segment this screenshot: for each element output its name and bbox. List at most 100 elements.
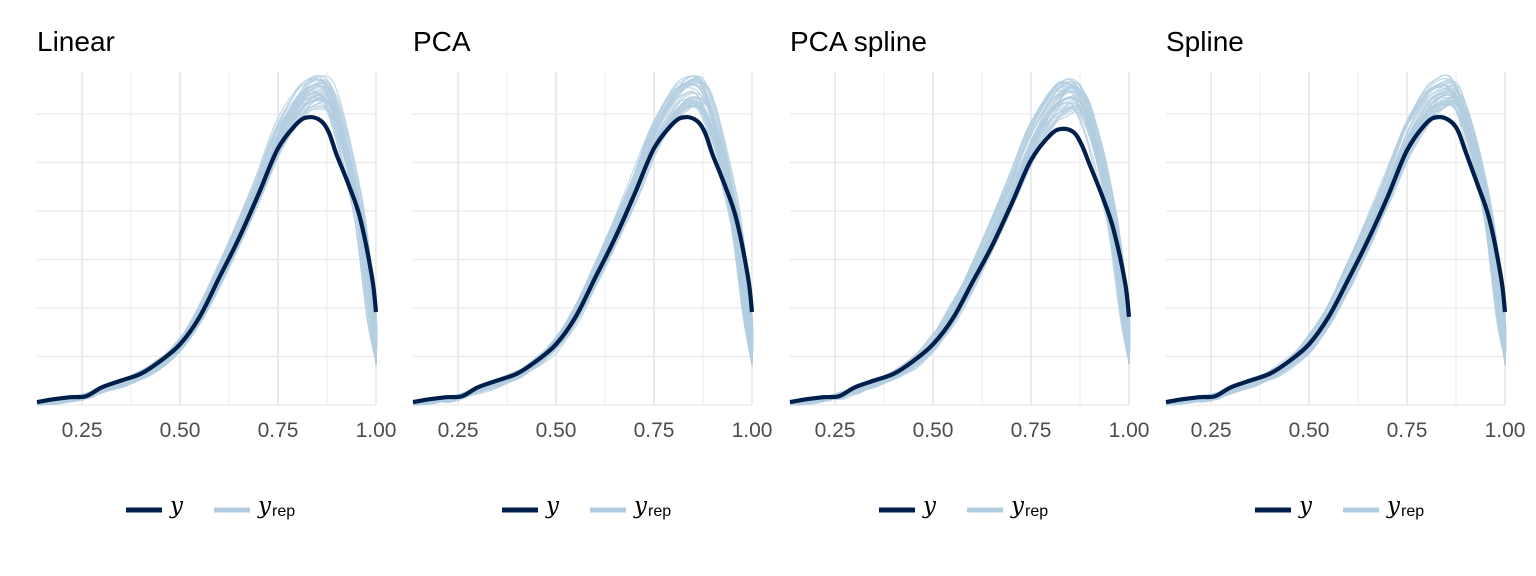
yrep-line [1165,100,1506,405]
yrep-line [412,101,753,405]
yrep-line [36,88,377,403]
yrep-line [412,100,753,406]
yrep-line [1165,101,1506,404]
yrep-line [1165,89,1506,406]
legend: y y rep [879,493,1048,520]
yrep-line [412,106,753,405]
yrep-line [412,103,753,406]
yrep-line [789,82,1131,405]
yrep-line [789,82,1130,401]
yrep-line [789,87,1131,403]
panel-title: Spline [1166,26,1244,57]
yrep-line [789,82,1130,402]
yrep-line [1165,88,1507,402]
legend-label-yrep: y [1010,493,1025,519]
yrep-line [1165,97,1506,406]
yrep-line [1165,93,1507,405]
yrep-line [412,101,754,404]
yrep-line [789,78,1130,405]
yrep-line [412,100,753,406]
legend-label-yrep-subscript: rep [648,503,671,520]
x-tick-label: 0.75 [634,419,675,442]
x-tick-label: 0.25 [815,419,856,442]
yrep-line [1165,103,1506,403]
yrep-line [1165,101,1507,404]
legend-label-yrep: y [1386,493,1401,519]
yrep-line [36,99,377,405]
yrep-line [36,99,378,406]
yrep-line [789,107,1131,406]
yrep-line [36,82,378,404]
yrep-line [1165,101,1506,404]
yrep-line [412,96,753,406]
yrep-line [36,105,377,404]
y-line [36,114,379,405]
x-tick-label: 0.25 [62,419,103,442]
yrep-line [412,104,753,404]
yrep-line [1165,84,1506,402]
yrep-line [789,104,1131,405]
x-tick-label: 0.50 [913,419,954,442]
yrep-line [789,104,1131,403]
legend-label-y: y [1298,493,1313,519]
legend-label-yrep: y [257,493,272,519]
yrep-line [1165,99,1507,406]
panel-title: PCA spline [790,26,927,57]
yrep-line [789,81,1130,403]
yrep-line [36,97,378,406]
yrep-line [36,87,377,403]
yrep-line [789,107,1130,403]
yrep-line [36,92,377,406]
yrep-line [36,96,377,405]
x-tick-label: 0.25 [438,419,479,442]
legend-label-y: y [922,493,937,519]
yrep-line [412,104,753,404]
yrep-line [412,104,753,405]
legend-label-yrep: y [633,493,648,519]
yrep-line [1165,85,1507,404]
yrep-line [1165,91,1506,403]
yrep-line [1165,91,1506,402]
yrep-line [36,100,377,406]
yrep-line [412,101,754,406]
yrep-line [412,102,753,406]
yrep-line [789,106,1130,406]
yrep-line [36,91,377,405]
yrep-line [789,102,1130,405]
yrep-line [36,93,377,406]
yrep-line [789,101,1130,404]
legend-label-yrep-subscript: rep [272,503,295,520]
x-tick-label: 0.50 [1289,419,1330,442]
yrep-line [1165,96,1506,406]
yrep-line [789,83,1130,403]
yrep-line [1165,91,1506,406]
x-tick-label: 1.00 [356,419,397,442]
yrep-line [36,96,377,404]
yrep-line [1165,96,1507,402]
panel-title: PCA [413,26,471,57]
yrep-line [36,90,377,406]
yrep-line [789,85,1130,402]
yrep-line [412,90,753,406]
yrep-line [789,90,1131,405]
yrep-line [789,105,1130,405]
yrep-line [1165,100,1507,405]
legend-label-yrep-subscript: rep [1401,503,1424,520]
yrep-line [1165,103,1506,405]
yrep-line [36,97,377,405]
yrep-line [36,106,377,406]
yrep-line [1165,102,1507,404]
x-tick-label: 0.75 [1011,419,1052,442]
yrep-line [1165,93,1506,406]
yrep-line [412,99,753,404]
x-tick-label: 1.00 [732,419,773,442]
yrep-line [789,111,1130,404]
yrep-line [789,96,1130,404]
yrep-line [1165,81,1506,404]
yrep-line [412,82,753,404]
yrep-line [412,101,753,404]
yrep-line [36,84,377,404]
yrep-line [789,98,1130,404]
